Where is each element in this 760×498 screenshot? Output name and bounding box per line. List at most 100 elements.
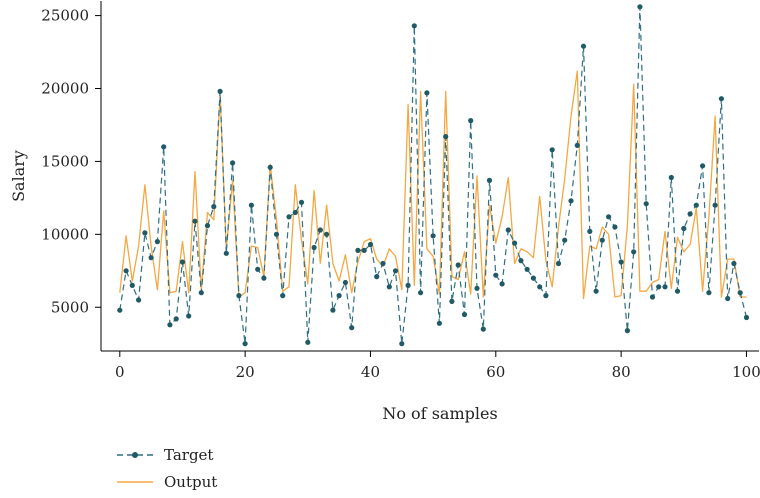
data-point-target [198,290,204,296]
data-point-target [612,224,618,230]
data-point-target [148,255,154,261]
data-point-target [436,320,442,326]
data-point-target [687,211,693,217]
data-point-target [668,174,674,181]
data-point-target [173,316,179,322]
data-point-target [374,274,380,280]
data-point-target [443,134,449,140]
data-point-target [624,328,631,334]
legend: Target Output [117,446,217,491]
data-point-target [568,198,574,204]
data-point-target [718,96,725,102]
data-point-target [574,142,580,148]
data-point-target [261,275,267,281]
data-point-target [693,202,699,208]
data-point-target [674,288,681,294]
x-tick-label: 0 [115,363,125,381]
data-point-target [230,160,236,166]
data-point-target [386,284,392,290]
data-point-target [562,237,568,243]
data-point-target [524,266,530,272]
data-point-target [242,341,248,347]
data-point-target [743,314,750,321]
data-point-target [117,307,123,313]
data-point-target [606,214,612,220]
data-point-target [468,118,474,124]
data-point-target [449,298,455,304]
y-tick-label: 10000 [41,225,89,243]
x-axis-label: No of samples [382,404,497,423]
data-point-target [324,231,330,237]
data-point-target [317,227,323,233]
x-tick-label: 40 [361,363,380,381]
x-tick-label: 20 [236,363,255,381]
data-point-target [580,43,587,49]
data-point-target [129,282,135,288]
data-point-target [731,260,737,267]
data-point-target [267,164,273,170]
plot-frame [101,1,759,351]
data-point-target [662,284,668,290]
x-tick-label: 60 [486,363,505,381]
data-point-target [154,239,160,245]
data-point-target [286,214,292,220]
y-tick-label: 20000 [41,80,89,98]
data-point-target [305,339,311,345]
legend-label-output: Output [164,473,217,491]
data-point-target [700,163,706,169]
axes: 0 20 40 60 80 100 5000 10000 15000 20000 25000 [41,1,760,381]
data-point-target [367,241,374,248]
data-point-target [537,284,543,290]
data-point-target [336,293,342,299]
data-point-target [643,201,649,207]
data-point-target [725,295,731,302]
data-point-target [706,290,712,296]
y-axis-label: Salary [9,150,28,202]
data-point-target [179,259,186,265]
data-point-target [248,202,254,208]
data-point-target [737,290,743,296]
x-tick-label: 80 [612,363,631,381]
data-point-target [712,202,718,208]
data-point-target [549,147,555,153]
legend-marker-target [132,452,138,458]
data-point-target [186,313,192,319]
data-point-target [405,282,411,288]
data-point-target [311,244,317,251]
data-point-target [411,23,417,29]
data-point-target [161,144,167,150]
data-point-target [461,311,468,318]
data-point-target [430,233,436,239]
data-point-target [593,288,599,294]
data-point-target [123,268,129,274]
data-point-target [681,225,687,232]
data-point-target [167,322,173,328]
data-point-target [518,258,524,264]
data-point-target [298,199,305,205]
legend-item-target: Target [117,446,213,464]
data-point-target [631,249,637,255]
data-point-target [355,247,361,253]
data-point-target [587,228,593,234]
data-point-target [505,227,511,233]
data-point-target [142,230,148,236]
x-tick-label: 100 [732,363,760,381]
data-point-target [637,4,643,10]
data-point-target [486,177,493,183]
data-point-target [255,266,261,272]
series-line-target [119,6,748,345]
data-point-target [555,260,562,267]
data-point-target [380,260,386,267]
series-layer [117,4,750,347]
data-point-target [330,307,336,313]
data-point-target [217,88,223,94]
legend-item-output: Output [117,473,217,491]
data-point-target [223,250,229,256]
data-point-target [543,293,549,299]
data-point-target [292,209,298,216]
data-point-target [280,293,286,299]
data-point-target [649,294,656,300]
y-tick-label: 5000 [51,298,89,316]
plot-area [101,1,759,351]
legend-label-target: Target [164,446,213,464]
